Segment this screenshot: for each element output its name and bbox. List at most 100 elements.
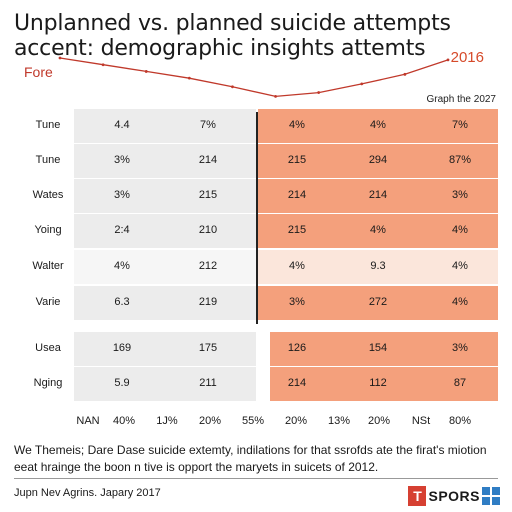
table-cell: 211 [199, 377, 217, 389]
chart-title: Unplanned vs. planned suicide attempts [14, 11, 451, 36]
row-band-right [258, 109, 498, 143]
row-label: Varie [35, 296, 61, 308]
row-band-right [258, 179, 498, 213]
column-label: NAN [76, 415, 100, 427]
table-cell: 215 [198, 189, 218, 201]
trend-point [360, 82, 364, 86]
table-cell: 3% [452, 342, 468, 354]
table-cell: 272 [368, 296, 388, 308]
row-band-left [74, 179, 256, 213]
row-band-right [270, 367, 498, 401]
trend-point [58, 56, 62, 60]
brand-grid-icon [482, 487, 500, 505]
table-cell: 154 [368, 342, 388, 354]
table-cell: 3% [289, 296, 305, 308]
column-label: 1J% [156, 415, 178, 427]
table-cell: 169 [112, 342, 132, 354]
table-cell: 2:4 [114, 224, 130, 236]
row-band-left [74, 250, 256, 284]
trend-point [144, 70, 148, 73]
footer-rule [14, 478, 498, 479]
column-label: 40% [112, 415, 136, 427]
column-label: 20% [284, 415, 308, 427]
source-note: Jupn Nev Agrins. Japary 2017 [14, 487, 161, 499]
table-cell: 4% [452, 296, 468, 308]
row-band-left [74, 214, 256, 248]
column-label: 13% [327, 415, 351, 427]
footnote-line-2: eeat hrainge the boon n tive is opport t… [14, 460, 379, 474]
table-cell: 212 [198, 260, 218, 272]
table-cell: 214 [368, 189, 388, 201]
table-cell: 215 [287, 154, 307, 166]
table-cell: 7% [200, 119, 216, 131]
trend-line [59, 57, 449, 98]
table-cell: 215 [287, 224, 307, 236]
table-cell: 294 [368, 154, 388, 166]
chart-subtitle: accent: demographic insights attemts [14, 36, 426, 61]
row-label: Yoing [34, 224, 62, 236]
trend-point [231, 85, 234, 89]
trend-point [317, 91, 321, 94]
table-cell: 4% [370, 119, 386, 131]
table-cell: 126 [287, 342, 307, 354]
table-cell: 9.3 [370, 260, 386, 272]
table-cell: 214 [287, 189, 307, 201]
table-cell: 3% [114, 189, 130, 201]
table-cell: 4% [452, 260, 468, 272]
column-label: 20% [367, 415, 391, 427]
footnote-line-1: We Themeis; Dare Dase suicide extemty, i… [14, 443, 487, 457]
column-label: 80% [448, 415, 472, 427]
table-cell: 4% [114, 260, 130, 272]
row-band-left [74, 144, 256, 178]
row-band-right [258, 250, 498, 284]
row-label: Usea [35, 342, 61, 354]
table-cell: 6.3 [114, 296, 130, 308]
table-cell: 219 [198, 296, 218, 308]
table-cell: 3% [452, 189, 468, 201]
table-cell: 5.9 [114, 377, 130, 389]
table-cell: 7% [452, 119, 468, 131]
row-band-right [258, 144, 498, 178]
brand-name: SPORS [428, 488, 480, 504]
trend-start-label: Fore [24, 64, 53, 80]
trend-point [187, 76, 191, 80]
table-cell: 112 [369, 377, 387, 389]
graph-caption: Graph the 2027 [426, 94, 497, 105]
row-band-right [258, 214, 498, 248]
trend-point [403, 72, 407, 76]
table-cell: 3% [114, 154, 130, 166]
table-cell: 4% [452, 224, 468, 236]
trend-point [274, 95, 277, 98]
column-label: 55% [241, 415, 265, 427]
table-cell: 4% [289, 119, 305, 131]
row-label: Walter [32, 260, 64, 272]
row-band-left [74, 367, 256, 401]
row-label: Wates [32, 189, 64, 201]
table-cell: 175 [198, 342, 218, 354]
table-cell: 214 [198, 154, 218, 166]
row-band-left [74, 332, 256, 366]
table-cell: 4.4 [114, 119, 130, 131]
trend-end-label: 2016 [450, 49, 484, 66]
brand-logo: T SPORS [408, 486, 500, 506]
brand-mark: T [408, 486, 427, 506]
trend-point [446, 58, 450, 62]
column-label: 20% [198, 415, 222, 427]
row-band-left [74, 286, 256, 320]
row-band-left [74, 109, 256, 143]
row-label: Tune [35, 154, 61, 166]
column-label: NSt [411, 415, 431, 427]
table-cell: 210 [198, 224, 218, 236]
row-label: Nging [33, 377, 63, 389]
row-band-right [270, 332, 498, 366]
row-label: Tune [35, 119, 61, 131]
table-cell: 4% [370, 224, 386, 236]
table-cell: 4% [289, 260, 305, 272]
trend-point [101, 63, 105, 67]
row-band-right [258, 286, 498, 320]
table-cell: 214 [287, 377, 307, 389]
table-cell: 87% [448, 154, 472, 166]
column-divider [256, 112, 258, 324]
table-cell: 87 [453, 377, 467, 389]
